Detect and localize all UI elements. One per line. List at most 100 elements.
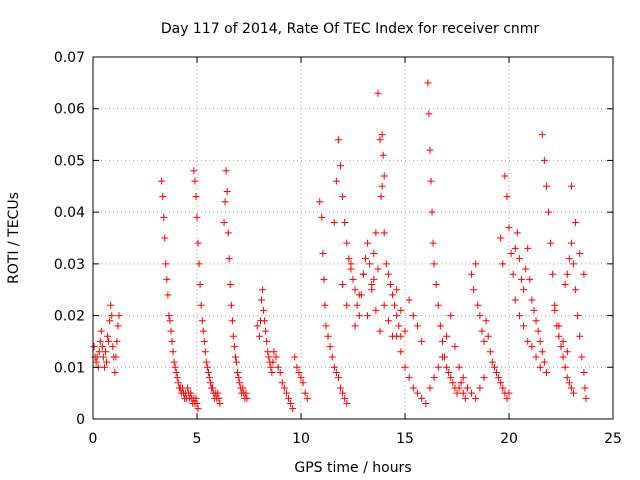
data-point — [351, 286, 359, 294]
data-point — [515, 312, 523, 320]
data-point — [380, 301, 388, 309]
data-point — [259, 286, 267, 294]
data-point — [330, 363, 338, 371]
data-point — [389, 291, 397, 299]
data-point — [382, 260, 390, 268]
data-point — [106, 317, 114, 325]
data-point — [225, 255, 233, 263]
data-point — [98, 343, 106, 351]
data-point — [101, 348, 109, 356]
data-point — [200, 337, 208, 345]
data-point — [233, 358, 241, 366]
data-point — [374, 89, 382, 97]
data-point — [567, 182, 575, 190]
data-point — [164, 291, 172, 299]
data-point — [559, 353, 567, 361]
data-point — [374, 265, 382, 273]
data-point — [443, 363, 451, 371]
data-point — [170, 358, 178, 366]
data-point — [432, 281, 440, 289]
grid-lines — [93, 57, 613, 419]
data-point — [287, 399, 295, 407]
data-point — [221, 198, 229, 206]
data-point — [332, 177, 340, 185]
data-point — [376, 136, 384, 144]
data-point — [187, 389, 195, 397]
data-point — [561, 281, 569, 289]
data-point — [364, 239, 372, 247]
data-point — [261, 317, 269, 325]
data-point — [472, 394, 480, 402]
data-point — [395, 322, 403, 330]
data-point — [427, 177, 435, 185]
data-point — [236, 379, 244, 387]
data-point — [538, 131, 546, 139]
data-point — [195, 260, 203, 268]
data-point — [172, 368, 180, 376]
data-point — [174, 379, 182, 387]
data-point — [574, 312, 582, 320]
data-point — [561, 363, 569, 371]
plot-frame — [92, 56, 614, 420]
data-point — [441, 353, 449, 361]
data-point — [580, 270, 588, 278]
data-point — [449, 379, 457, 387]
data-point — [370, 250, 378, 258]
data-point — [158, 177, 166, 185]
data-point — [361, 255, 369, 263]
x-tick-label: 15 — [396, 431, 414, 447]
data-point — [92, 358, 100, 366]
data-point — [166, 317, 174, 325]
data-point — [324, 332, 332, 340]
y-tick-label: 0.02 — [54, 309, 85, 325]
data-point — [90, 343, 98, 351]
data-point — [470, 286, 478, 294]
data-point — [161, 234, 169, 242]
data-point — [366, 260, 374, 268]
data-point — [372, 306, 380, 314]
data-point — [545, 208, 553, 216]
data-point — [328, 353, 336, 361]
data-point — [401, 363, 409, 371]
data-point — [199, 327, 207, 335]
data-point — [163, 275, 171, 283]
data-point — [95, 348, 103, 356]
x-tick-label: 0 — [89, 431, 98, 447]
data-point — [397, 348, 405, 356]
data-point — [285, 394, 293, 402]
data-point — [255, 332, 263, 340]
data-point — [276, 368, 284, 376]
data-point — [299, 379, 307, 387]
data-point — [455, 363, 463, 371]
data-point — [114, 322, 122, 330]
data-point — [538, 348, 546, 356]
data-point — [445, 368, 453, 376]
data-point — [405, 374, 413, 382]
data-point — [100, 363, 108, 371]
data-point — [222, 167, 230, 175]
data-point — [540, 156, 548, 164]
y-tick-label: 0.05 — [54, 153, 85, 169]
data-point — [171, 363, 179, 371]
data-point — [513, 229, 521, 237]
data-point — [422, 399, 430, 407]
data-point — [428, 208, 436, 216]
data-point — [343, 399, 351, 407]
y-tick-label: 0.06 — [54, 102, 85, 118]
data-point — [378, 131, 386, 139]
data-point — [484, 332, 492, 340]
data-point — [345, 255, 353, 263]
data-point — [536, 337, 544, 345]
data-point — [184, 384, 192, 392]
data-point — [339, 389, 347, 397]
data-point — [319, 250, 327, 258]
data-point — [112, 353, 120, 361]
data-point — [386, 281, 394, 289]
data-point — [517, 275, 525, 283]
data-point — [293, 363, 301, 371]
data-point — [425, 110, 433, 118]
data-point — [353, 301, 361, 309]
data-point — [522, 265, 530, 273]
data-point — [364, 312, 372, 320]
data-point — [162, 260, 170, 268]
